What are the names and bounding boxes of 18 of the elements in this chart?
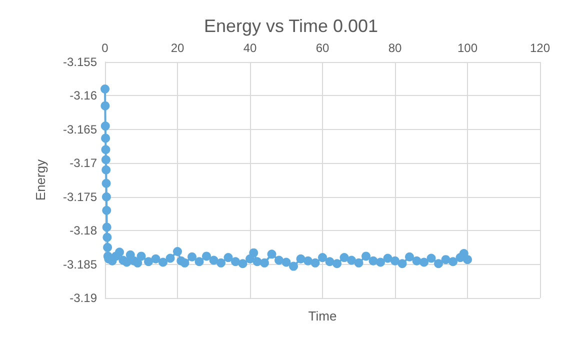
x-tick-label: 0	[102, 41, 109, 55]
y-tick-label: -3.155	[62, 55, 98, 69]
y-tick-label: -3.18	[70, 224, 98, 238]
x-tick-label: 60	[316, 41, 330, 55]
y-tick-label: -3.19	[70, 291, 98, 305]
y-tick-label: -3.165	[62, 122, 98, 136]
x-tick-label: 80	[388, 41, 402, 55]
x-tick-label: 20	[170, 41, 184, 55]
x-axis-title: Time	[308, 308, 337, 324]
x-tick-label: 100	[457, 41, 478, 55]
x-tick-label: 40	[243, 41, 257, 55]
y-tick-label: -3.16	[70, 88, 98, 103]
y-axis-title: Energy	[33, 158, 48, 201]
chart-title: Energy vs Time 0.001	[204, 16, 378, 36]
y-tick-label: -3.17	[70, 156, 98, 170]
y-tick-label: -3.185	[62, 257, 98, 272]
y-tick-label: -3.175	[62, 190, 98, 204]
x-tick-label: 120	[530, 41, 550, 55]
